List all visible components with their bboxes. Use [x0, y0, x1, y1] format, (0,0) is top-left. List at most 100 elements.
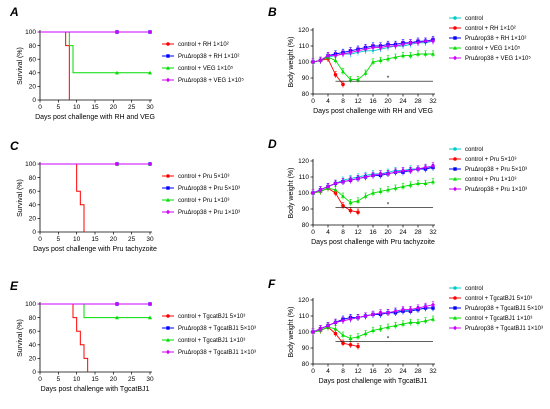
legend: control control + RH 1×10² PruΔrop38 + RH … — [449, 16, 531, 62]
data-point — [333, 331, 338, 336]
legend-label: PruΔrop38 + VEG 1×10⁵ — [178, 77, 244, 84]
data-point — [326, 53, 330, 58]
series-3 — [40, 29, 152, 35]
legend: control + TgcatBJ1 5×10³ PruΔrop38 + Tgca… — [162, 314, 256, 356]
legend-marker — [453, 55, 457, 61]
legend-label: control + RH 1×10² — [465, 26, 516, 32]
survival-line — [40, 303, 89, 372]
data-point — [431, 179, 435, 184]
series-3 — [40, 161, 152, 167]
x-tick-label: 16 — [369, 368, 377, 375]
x-tick-label: 30 — [146, 104, 154, 111]
legend-marker — [453, 167, 457, 171]
data-point — [423, 51, 428, 56]
data-point — [318, 326, 323, 331]
y-tick-label: 40 — [29, 202, 37, 209]
legend-label: control + VEG 1×10⁵ — [465, 45, 521, 52]
legend-label: control + TgcatBJ1 5×10³ — [465, 296, 532, 302]
legend-label: control + TgcatBJ1 1×10³ — [465, 316, 532, 322]
legend-marker — [453, 45, 457, 50]
x-tick-label: 20 — [110, 376, 118, 383]
legend-label: control + Pru 1×10³ — [465, 177, 516, 183]
data-point — [318, 187, 323, 192]
panel-a: A 0 20 40 60 80 100 0 5 10 15 20 25 30 Days post chall… — [9, 5, 244, 121]
x-tick-label: 8 — [341, 98, 345, 105]
data-point — [431, 302, 435, 307]
legend-label: PruΔrop38 + Pru 5×10³ — [465, 167, 527, 173]
data-point — [326, 323, 330, 328]
data-point — [378, 45, 383, 50]
data-point — [408, 307, 413, 312]
data-point — [148, 29, 152, 35]
x-tick-label: 32 — [429, 368, 437, 375]
data-point — [341, 333, 345, 337]
y-axis-label: Survival (%) — [17, 47, 24, 85]
data-point — [356, 210, 360, 214]
data-point — [363, 174, 368, 180]
data-point — [348, 50, 353, 55]
data-point — [318, 58, 323, 63]
data-point — [423, 304, 428, 309]
data-point — [371, 173, 375, 178]
y-tick-label: 20 — [29, 356, 37, 363]
data-point — [356, 176, 360, 181]
data-point — [363, 194, 368, 198]
x-tick-label: 5 — [57, 236, 61, 243]
data-point — [356, 77, 360, 82]
x-tick-label: 15 — [91, 236, 99, 243]
data-point — [401, 42, 405, 47]
legend-marker — [166, 326, 170, 330]
x-tick-label: 32 — [429, 98, 437, 105]
legend-marker — [453, 176, 457, 181]
data-point — [401, 53, 405, 58]
x-tick-label: 20 — [110, 236, 118, 243]
legend-label: control + Pru 5×10³ — [178, 174, 229, 180]
data-point — [423, 318, 428, 323]
legend-label: PruΔrop38 + TgcatBJ1 1×10³ — [465, 326, 543, 332]
legend-label: control + Pru 1×10³ — [178, 198, 229, 204]
y-axis-label: Body weight (%) — [288, 307, 295, 358]
data-point — [378, 58, 383, 62]
legend-marker — [166, 42, 170, 46]
legend-marker — [453, 296, 457, 300]
x-tick-label: 0 — [38, 104, 42, 111]
x-tick-label: 20 — [384, 368, 392, 375]
weight-line — [312, 58, 344, 85]
legend-marker — [166, 197, 170, 202]
y-axis-label: Survival (%) — [17, 179, 24, 217]
data-point — [393, 309, 398, 314]
legend-label: PruΔrop38 + TgcatBJ1 5×10³ — [178, 326, 256, 332]
data-point — [148, 301, 152, 307]
survival-line — [40, 31, 150, 74]
y-tick-label: 120 — [298, 27, 309, 34]
data-point — [115, 70, 119, 75]
data-point — [348, 200, 353, 205]
series-4 — [311, 162, 435, 197]
legend-label: PruΔrop38 + TgcatBJ1 1×10³ — [178, 350, 256, 356]
x-tick-label: 10 — [73, 236, 81, 243]
legend-marker — [166, 349, 170, 355]
y-tick-label: 100 — [25, 301, 36, 308]
y-tick-label: 20 — [29, 84, 37, 91]
legend-marker — [453, 286, 457, 290]
x-tick-label: 12 — [354, 368, 362, 375]
data-point — [333, 73, 338, 77]
data-point — [401, 321, 405, 326]
panel-e: E 0 20 40 60 80 100 0 5 10 15 20 25 30 Days post chall… — [10, 279, 256, 393]
data-point — [356, 48, 360, 53]
legend-marker — [453, 315, 457, 320]
legend-label: PruΔrop38 + TgcatBJ1 5×10³ — [465, 306, 543, 312]
data-point — [348, 336, 353, 340]
legend-marker — [453, 16, 457, 20]
data-point — [378, 171, 383, 176]
y-tick-label: 120 — [298, 158, 309, 165]
legend: control + RH 1×10² PruΔrop38 + RH 1×10² co… — [162, 42, 244, 84]
y-tick-label: 80 — [29, 43, 37, 50]
legend-label: control + TgcatBJ1 1×10³ — [178, 338, 245, 344]
data-point — [148, 161, 152, 167]
data-point — [115, 161, 119, 167]
data-point — [371, 328, 375, 332]
data-point — [341, 194, 345, 198]
legend: control control + TgcatBJ1 5×10³ PruΔrop38… — [449, 286, 543, 332]
panel-b: B 80 90 100 110 120 0 4 8 12 16 20 24 28 32 Days post c… — [268, 5, 531, 115]
